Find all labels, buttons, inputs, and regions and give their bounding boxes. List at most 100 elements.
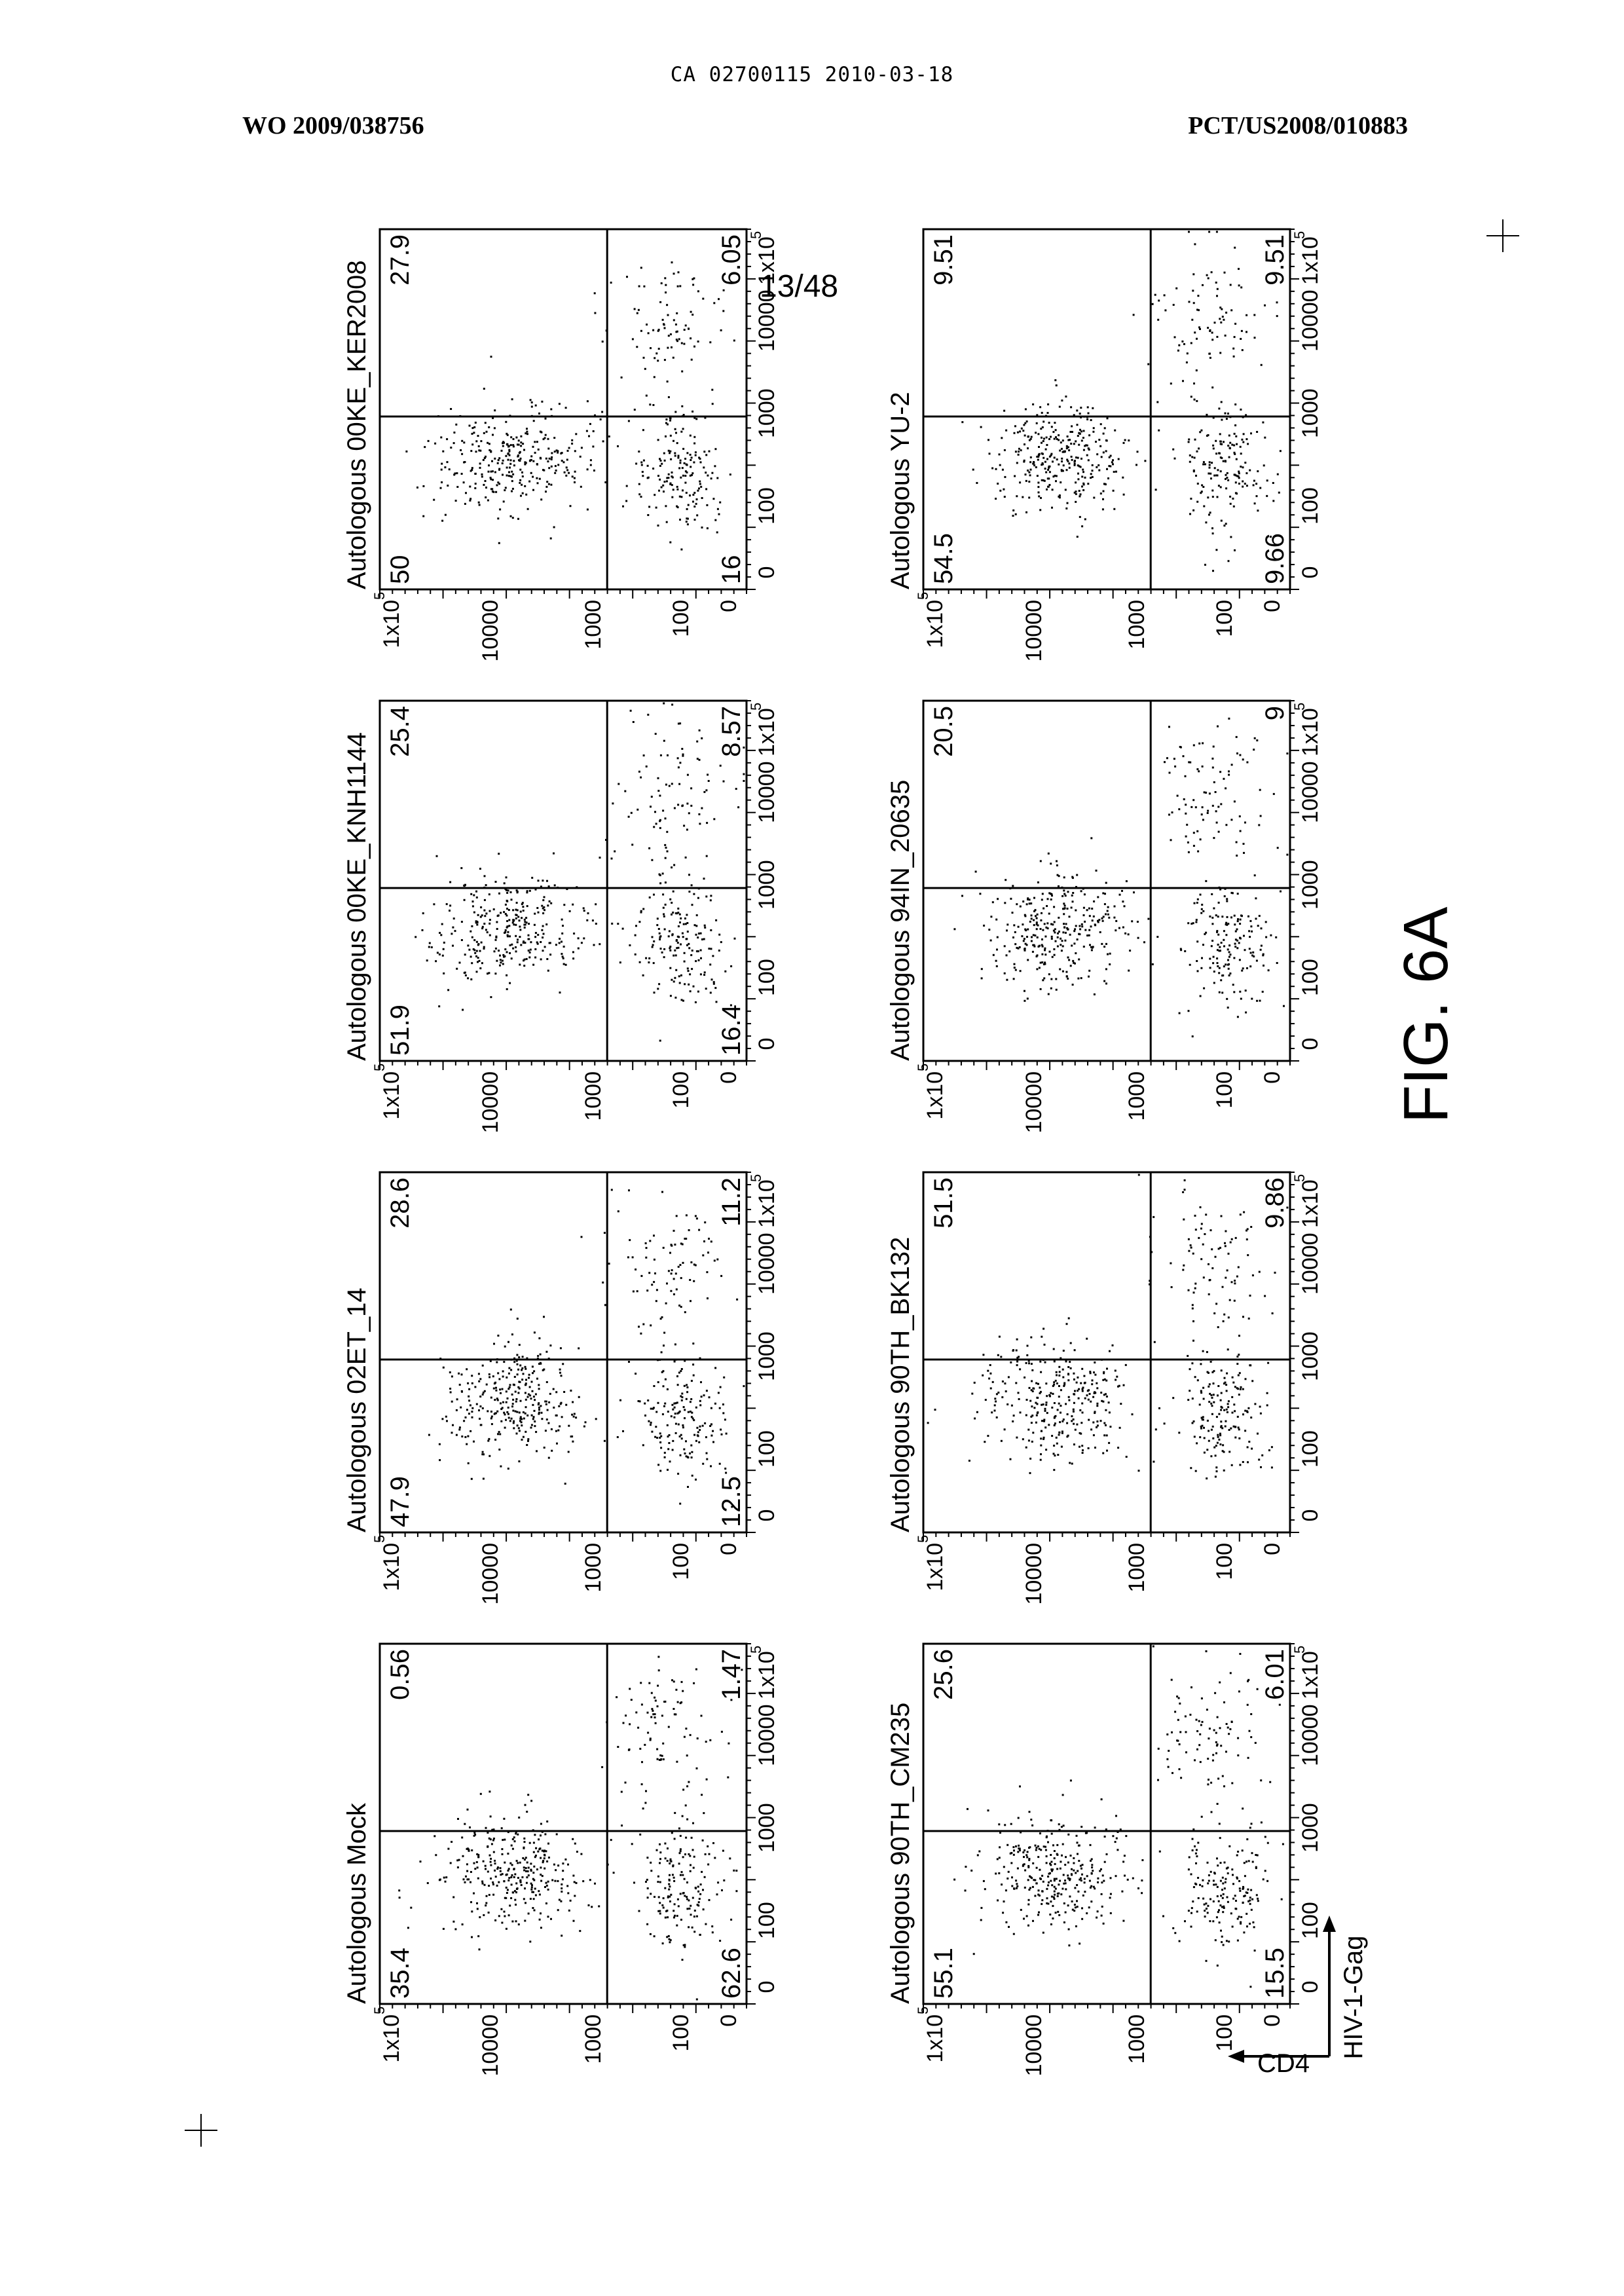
scatter-point-0-173 — [454, 1928, 456, 1930]
scatter-point-6-539 — [1205, 880, 1207, 882]
scatter-point-1-463 — [669, 1460, 671, 1462]
scatter-point-2-451 — [688, 947, 690, 949]
scatter-point-2-427 — [724, 971, 726, 972]
scatter-point-6-558 — [1196, 830, 1198, 832]
scatter-point-5-424 — [1199, 1436, 1201, 1438]
scatter-point-0-204 — [456, 1859, 458, 1861]
scatter-point-2-526 — [654, 811, 656, 813]
scatter-point-1-470 — [652, 1408, 654, 1410]
scatter-point-3-344 — [661, 487, 663, 489]
scatter-point-5-573 — [1272, 1312, 1274, 1314]
scatter-point-4-470 — [1228, 1845, 1230, 1847]
scatter-point-7-267 — [1054, 438, 1056, 440]
scatter-point-5-448 — [1190, 1467, 1192, 1469]
scatter-point-5-304 — [1031, 1363, 1033, 1365]
scatter-point-2-447 — [695, 925, 697, 927]
scatter-point-3-62 — [485, 422, 487, 424]
scatter-point-1-126 — [467, 1435, 469, 1437]
x-tick-exponent: 5 — [1291, 703, 1308, 711]
scatter-point-2-69 — [473, 895, 475, 897]
scatter-point-0-427 — [613, 1872, 615, 1874]
scatter-point-0-572 — [657, 1758, 659, 1760]
scatter-point-3-382 — [665, 418, 667, 420]
scatter-point-3-279 — [530, 459, 532, 461]
scatter-point-6-32 — [1133, 891, 1135, 893]
scatter-point-1-1 — [439, 1459, 441, 1461]
scatter-point-4-342 — [1237, 1940, 1239, 1942]
scatter-point-5-132 — [1108, 1442, 1110, 1444]
scatter-point-7-275 — [1037, 486, 1039, 488]
scatter-point-1-472 — [679, 1503, 681, 1505]
scatter-point-0-147 — [519, 1862, 521, 1864]
scatter-point-5-412 — [1234, 1426, 1236, 1428]
scatter-point-3-260 — [532, 489, 534, 491]
scatter-point-4-271 — [1054, 1850, 1056, 1852]
scatter-point-4-418 — [1217, 1886, 1219, 1888]
scatter-point-3-458 — [699, 458, 701, 460]
scatter-point-3-298 — [507, 459, 509, 461]
scatter-point-1-410 — [674, 1361, 676, 1363]
scatter-point-6-554 — [1228, 770, 1230, 772]
scatter-point-2-339 — [671, 902, 673, 904]
scatter-point-5-92 — [988, 1378, 990, 1380]
scatter-point-0-24 — [540, 1927, 542, 1929]
scatter-point-2-570 — [679, 762, 681, 764]
scatter-point-5-314 — [1074, 1349, 1076, 1351]
scatter-point-1-502 — [654, 1259, 655, 1261]
scatter-point-6-33 — [1102, 920, 1104, 922]
scatter-point-0-575 — [695, 1669, 697, 1671]
scatter-point-4-277 — [1071, 1874, 1073, 1876]
scatter-point-5-233 — [1073, 1393, 1075, 1395]
scatter-point-3-12 — [481, 475, 483, 477]
scatter-point-1-238 — [439, 1358, 441, 1360]
scatter-point-4-553 — [1215, 1741, 1217, 1743]
scatter-point-6-576 — [1215, 810, 1217, 812]
scatter-point-3-139 — [474, 487, 476, 489]
scatter-point-5-312 — [1103, 1422, 1105, 1424]
scatter-point-1-179 — [538, 1409, 540, 1411]
scatter-point-7-339 — [1225, 474, 1227, 476]
scatter-point-3-189 — [469, 500, 471, 502]
scatter-point-0-216 — [573, 1920, 575, 1922]
scatter-point-7-290 — [1017, 432, 1019, 434]
scatter-point-7-98 — [1054, 456, 1056, 458]
scatter-point-2-480 — [673, 980, 675, 982]
scatter-point-5-288 — [1045, 1382, 1047, 1384]
scatter-point-3-428 — [676, 442, 678, 444]
scatter-point-0-531 — [655, 1699, 657, 1701]
scatter-point-6-12 — [1083, 946, 1085, 948]
scatter-point-3-130 — [485, 496, 487, 498]
quadrant-bottom-right: 11.2 — [717, 1177, 746, 1227]
scatter-point-5-334 — [1251, 1448, 1253, 1450]
scatter-point-4-25 — [1065, 1912, 1067, 1914]
scatter-point-0-567 — [625, 1782, 627, 1784]
scatter-point-4-220 — [1103, 1923, 1105, 1925]
scatter-point-3-66 — [517, 518, 519, 520]
scatter-point-6-147 — [1103, 916, 1105, 917]
scatter-point-1-324 — [665, 1379, 667, 1380]
scatter-point-1-193 — [510, 1369, 512, 1371]
scatter-point-3-1 — [527, 508, 529, 510]
scatter-point-6-346 — [1192, 1035, 1194, 1037]
scatter-point-3-158 — [593, 430, 595, 432]
scatter-point-4-346 — [1215, 1883, 1217, 1885]
scatter-point-3-504 — [634, 308, 636, 310]
scatter-point-6-271 — [1102, 893, 1104, 895]
scatter-point-6-280 — [975, 871, 977, 873]
scatter-point-4-404 — [1207, 1882, 1209, 1884]
scatter-point-3-144 — [566, 466, 568, 468]
scatter-point-4-339 — [1192, 1828, 1194, 1830]
scatter-point-5-59 — [1077, 1377, 1079, 1379]
scatter-point-2-306 — [476, 971, 478, 972]
quadrant-top-right: 51.5 — [929, 1177, 958, 1229]
scatter-point-7-301 — [1055, 429, 1057, 431]
scatter-point-5-460 — [1203, 1427, 1205, 1429]
scatter-point-4-231 — [1091, 1859, 1093, 1861]
scatter-point-4-47 — [984, 1888, 986, 1890]
scatter-point-6-534 — [1253, 749, 1255, 750]
scatter-point-0-450 — [685, 1837, 687, 1839]
scatter-point-5-190 — [1025, 1415, 1027, 1416]
scatter-point-2-529 — [708, 780, 710, 782]
scatter-point-5-308 — [1088, 1419, 1090, 1421]
scatter-point-0-80 — [524, 1859, 526, 1861]
